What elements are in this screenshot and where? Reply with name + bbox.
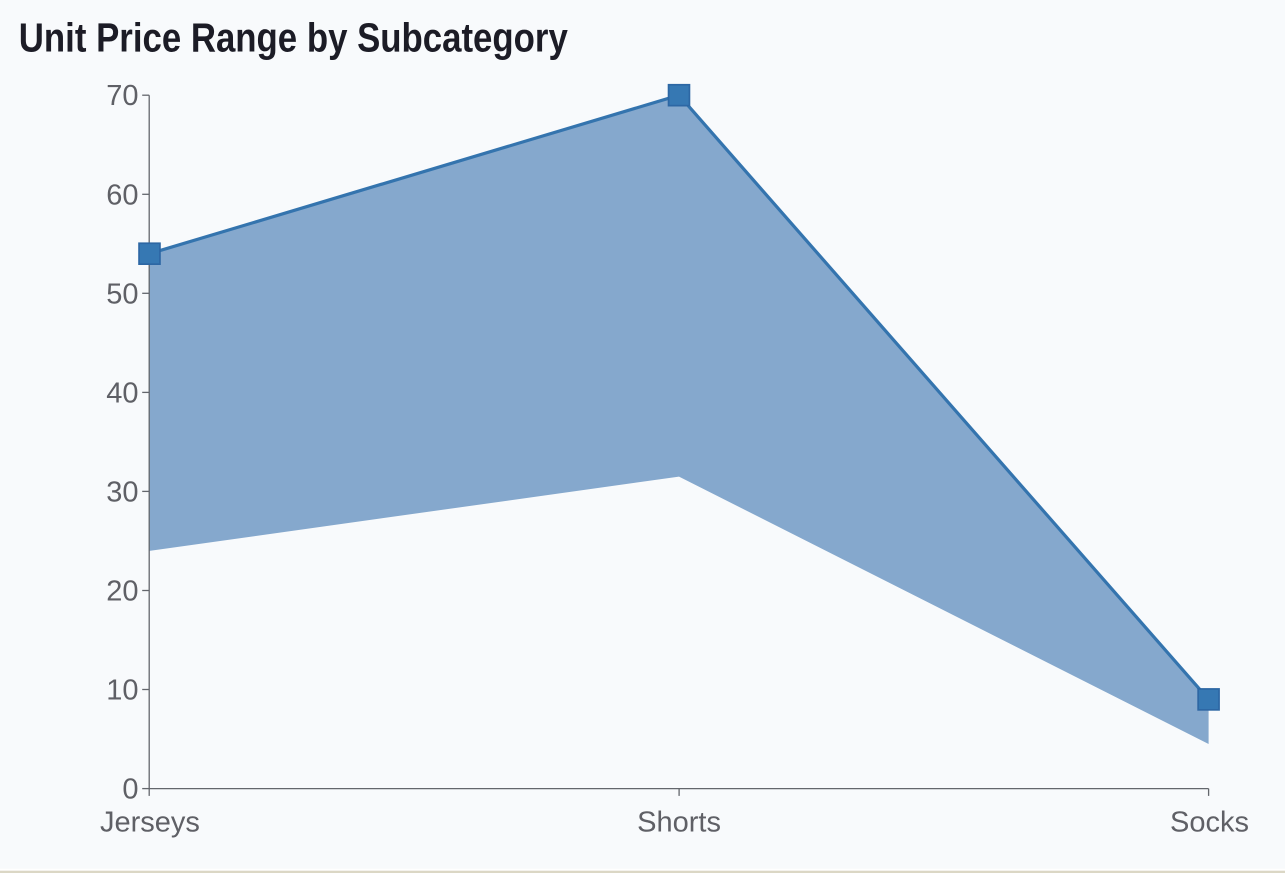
- svg-text:60: 60: [106, 179, 138, 211]
- svg-text:70: 70: [106, 80, 138, 112]
- svg-text:Shorts: Shorts: [637, 807, 721, 839]
- svg-text:10: 10: [106, 675, 138, 707]
- svg-text:Jerseys: Jerseys: [100, 807, 200, 839]
- svg-text:Unit Price Range by Subcategor: Unit Price Range by Subcategory: [19, 15, 568, 61]
- svg-text:30: 30: [106, 476, 138, 508]
- svg-text:40: 40: [106, 377, 138, 409]
- svg-text:50: 50: [106, 278, 138, 310]
- svg-text:Socks: Socks: [1170, 807, 1249, 839]
- svg-text:0: 0: [122, 774, 138, 806]
- svg-text:20: 20: [106, 576, 138, 608]
